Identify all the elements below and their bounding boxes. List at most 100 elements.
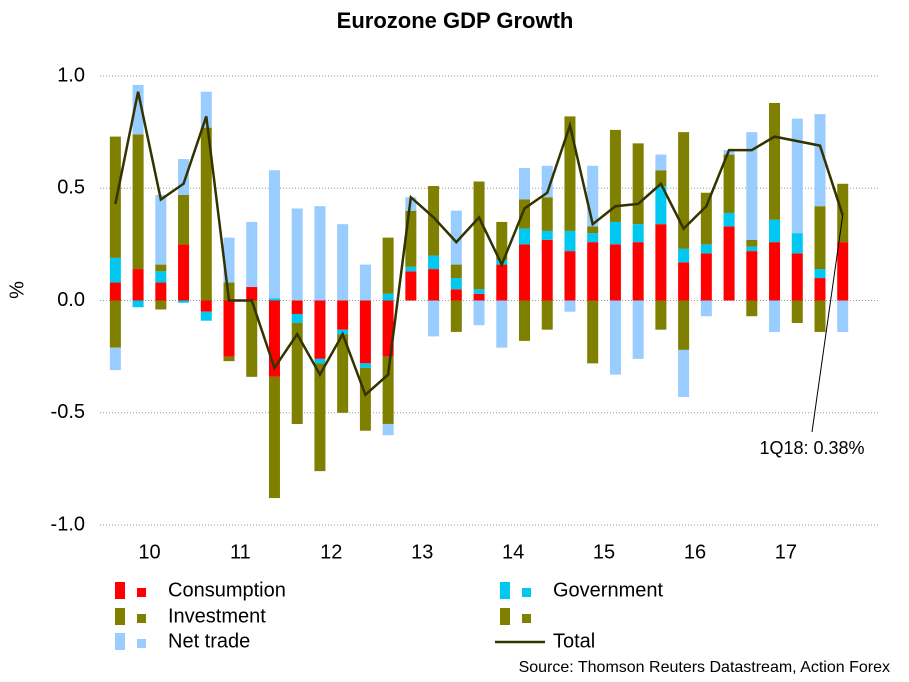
bar-segment: [541, 239, 553, 301]
bar-segment: [519, 300, 531, 341]
y-axis-label: %: [6, 281, 28, 299]
bar-segment: [132, 269, 144, 301]
bar-segment: [519, 199, 531, 229]
bar-segment: [450, 210, 462, 265]
bar-segment: [428, 255, 440, 270]
bar-segment: [587, 300, 599, 364]
bar-segment: [155, 282, 167, 301]
bar-segment: [405, 271, 417, 301]
x-tick-label: 10: [138, 541, 160, 563]
legend-label: Consumption: [168, 579, 286, 601]
bar-segment: [109, 300, 121, 348]
bar-segment: [587, 233, 599, 243]
annotation-leader: [811, 215, 844, 433]
bar-segment: [655, 224, 667, 301]
bar-segment: [291, 208, 303, 301]
bar-segment: [382, 300, 394, 357]
bar-segment: [837, 300, 849, 332]
bar-segment: [246, 221, 258, 288]
bar-segment: [791, 300, 803, 323]
bar-segment: [609, 129, 621, 222]
bar-segment: [178, 194, 190, 245]
x-tick-label: 14: [502, 541, 524, 563]
bar-segment: [359, 367, 371, 431]
bar-segment: [382, 237, 394, 294]
annotation: 1Q18: 0.38%: [759, 438, 864, 458]
legend-label: Investment: [168, 605, 266, 627]
bar-segment: [564, 230, 576, 252]
bar-segment: [814, 300, 826, 332]
legend-swatch: [500, 582, 510, 599]
legend-swatch: [115, 633, 125, 650]
bar-segment: [723, 226, 735, 301]
y-tick-label: 0.0: [57, 289, 85, 311]
bar-segment: [496, 221, 508, 261]
bar-segment: [155, 264, 167, 272]
bar-segment: [132, 300, 144, 308]
bar-segment: [678, 262, 690, 301]
bar-segment: [178, 244, 190, 301]
bar-segment: [132, 134, 144, 270]
bar-segment: [678, 248, 690, 263]
bar-segment: [132, 84, 144, 135]
bar-segment: [450, 264, 462, 279]
bar-segment: [587, 226, 599, 234]
bar-segment: [678, 349, 690, 398]
bar-segment: [200, 127, 212, 301]
bar-segment: [769, 219, 781, 243]
bar-segment: [268, 170, 280, 299]
bar-segment: [496, 264, 508, 301]
bar-segment: [791, 118, 803, 234]
bar-segment: [109, 257, 121, 283]
bar-segment: [359, 300, 371, 364]
bar-segment: [109, 282, 121, 301]
bar-segment: [200, 311, 212, 321]
x-tick-label: 16: [684, 541, 706, 563]
bar-segment: [200, 91, 212, 128]
legend-swatch: [500, 608, 510, 625]
bar-segment: [564, 116, 576, 231]
bar-segment: [678, 300, 690, 350]
bar-segment: [314, 358, 326, 364]
legend-swatch: [522, 588, 531, 597]
bar-segment: [246, 300, 258, 377]
bar-segment: [450, 278, 462, 290]
bar-segment: [700, 253, 712, 301]
bar-segment: [268, 300, 280, 377]
bar-segment: [632, 300, 644, 359]
bar-segment: [564, 251, 576, 301]
bar-segment: [541, 197, 553, 231]
legend-swatch: [137, 614, 146, 623]
bar-segment: [655, 186, 667, 225]
bar-segment: [314, 300, 326, 359]
bar-segment: [359, 363, 371, 368]
bar-segment: [155, 271, 167, 283]
bar-segment: [291, 300, 303, 314]
legend-swatch: [115, 582, 125, 599]
bar-segment: [428, 300, 440, 337]
bar-segment: [473, 289, 485, 294]
bar-segment: [155, 194, 167, 265]
bar-segment: [268, 376, 280, 499]
bar-segment: [109, 136, 121, 258]
bar-segment: [678, 132, 690, 249]
bar-segment: [155, 300, 167, 310]
legend-label: Total: [553, 630, 595, 652]
bar-segment: [655, 170, 667, 187]
bar-segment: [837, 242, 849, 301]
legend-swatch: [137, 588, 146, 597]
bar-segment: [223, 237, 235, 283]
bar-segment: [450, 289, 462, 301]
bar-segment: [496, 300, 508, 348]
bar-segment: [632, 143, 644, 225]
bar-segment: [700, 192, 712, 245]
bar-segment: [700, 300, 712, 317]
bar-segment: [587, 165, 599, 227]
bar-segment: [723, 154, 735, 213]
bar-segment: [473, 300, 485, 326]
bar-segment: [382, 356, 394, 424]
bar-segment: [200, 300, 212, 312]
bar-segment: [291, 313, 303, 323]
bar-segment: [814, 278, 826, 301]
legend-swatch: [522, 614, 531, 623]
